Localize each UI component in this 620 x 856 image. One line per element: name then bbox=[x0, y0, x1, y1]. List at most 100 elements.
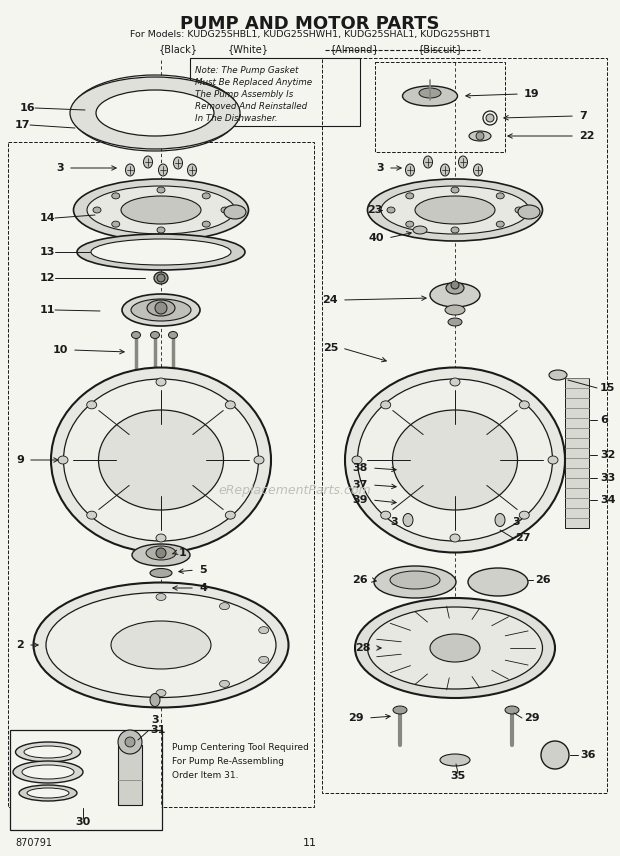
Circle shape bbox=[156, 583, 166, 593]
Ellipse shape bbox=[51, 367, 271, 552]
Text: 23: 23 bbox=[366, 205, 382, 215]
Text: 2: 2 bbox=[16, 640, 24, 650]
Ellipse shape bbox=[157, 187, 165, 193]
Ellipse shape bbox=[390, 571, 440, 589]
Ellipse shape bbox=[91, 239, 231, 265]
Ellipse shape bbox=[381, 511, 391, 519]
Bar bbox=[190, 58, 360, 126]
Ellipse shape bbox=[131, 299, 191, 321]
Ellipse shape bbox=[345, 367, 565, 552]
Text: 6: 6 bbox=[600, 415, 608, 425]
Ellipse shape bbox=[33, 582, 288, 708]
Bar bbox=[322, 58, 607, 793]
Circle shape bbox=[486, 114, 494, 122]
Circle shape bbox=[157, 274, 165, 282]
Ellipse shape bbox=[58, 456, 68, 464]
Ellipse shape bbox=[74, 179, 249, 241]
Ellipse shape bbox=[430, 634, 480, 662]
Text: For Models: KUDG25SHBL1, KUDG25SHWH1, KUDG25SHAL1, KUDG25SHBT1: For Models: KUDG25SHBL1, KUDG25SHWH1, KU… bbox=[130, 30, 490, 39]
Ellipse shape bbox=[254, 456, 264, 464]
Ellipse shape bbox=[131, 331, 141, 338]
Text: 22: 22 bbox=[579, 131, 595, 141]
Text: 31: 31 bbox=[150, 725, 166, 735]
Text: {Almond}: {Almond} bbox=[330, 44, 380, 54]
Ellipse shape bbox=[202, 221, 210, 227]
Text: Note: The Pump Gasket: Note: The Pump Gasket bbox=[195, 66, 298, 75]
Text: 40: 40 bbox=[368, 233, 384, 243]
Ellipse shape bbox=[46, 592, 276, 698]
Ellipse shape bbox=[392, 410, 518, 510]
Ellipse shape bbox=[549, 370, 567, 380]
Text: 35: 35 bbox=[450, 771, 466, 781]
Ellipse shape bbox=[169, 331, 177, 338]
Ellipse shape bbox=[451, 187, 459, 193]
Text: {Black}: {Black} bbox=[159, 44, 198, 54]
Ellipse shape bbox=[151, 331, 159, 338]
Bar bbox=[375, 62, 505, 152]
Text: 27: 27 bbox=[515, 533, 531, 543]
Circle shape bbox=[156, 548, 166, 558]
Text: 37: 37 bbox=[353, 480, 368, 490]
Ellipse shape bbox=[121, 196, 201, 224]
Text: 39: 39 bbox=[353, 495, 368, 505]
Text: Must Be Replaced Anytime: Must Be Replaced Anytime bbox=[195, 78, 312, 87]
Text: 33: 33 bbox=[600, 473, 615, 483]
Ellipse shape bbox=[157, 227, 165, 233]
Ellipse shape bbox=[122, 294, 200, 326]
Ellipse shape bbox=[368, 607, 542, 689]
Text: The Pump Assembly Is: The Pump Assembly Is bbox=[195, 90, 293, 99]
Ellipse shape bbox=[374, 566, 456, 598]
Bar bbox=[565, 378, 589, 528]
Ellipse shape bbox=[430, 283, 480, 307]
Ellipse shape bbox=[505, 706, 519, 714]
Ellipse shape bbox=[451, 227, 459, 233]
Ellipse shape bbox=[187, 164, 197, 176]
Ellipse shape bbox=[381, 401, 391, 409]
Text: 3: 3 bbox=[391, 517, 398, 527]
Ellipse shape bbox=[450, 378, 460, 386]
Text: For Pump Re-Assembling: For Pump Re-Assembling bbox=[172, 757, 284, 766]
Ellipse shape bbox=[112, 221, 120, 227]
Ellipse shape bbox=[112, 193, 120, 199]
Ellipse shape bbox=[19, 785, 77, 801]
Ellipse shape bbox=[518, 205, 540, 219]
Text: 12: 12 bbox=[40, 273, 55, 283]
Text: 34: 34 bbox=[600, 495, 616, 505]
Ellipse shape bbox=[125, 164, 135, 176]
Bar bbox=[8, 142, 314, 807]
Ellipse shape bbox=[147, 300, 175, 316]
Ellipse shape bbox=[440, 754, 470, 766]
Text: 16: 16 bbox=[19, 103, 35, 113]
Ellipse shape bbox=[400, 501, 410, 508]
Circle shape bbox=[541, 741, 569, 769]
Ellipse shape bbox=[156, 534, 166, 542]
Ellipse shape bbox=[450, 534, 460, 542]
Text: Removed And Reinstalled: Removed And Reinstalled bbox=[195, 102, 307, 111]
Ellipse shape bbox=[219, 603, 229, 609]
Text: 25: 25 bbox=[322, 343, 338, 353]
Ellipse shape bbox=[99, 410, 223, 510]
Bar bbox=[118, 745, 142, 805]
Ellipse shape bbox=[87, 511, 97, 519]
Text: 4: 4 bbox=[199, 583, 207, 593]
Circle shape bbox=[125, 737, 135, 747]
Ellipse shape bbox=[174, 157, 182, 169]
Ellipse shape bbox=[520, 401, 529, 409]
Ellipse shape bbox=[156, 689, 166, 697]
Text: Order Item 31.: Order Item 31. bbox=[172, 771, 239, 780]
Text: Pump Centering Tool Required: Pump Centering Tool Required bbox=[172, 743, 309, 752]
Ellipse shape bbox=[469, 131, 491, 141]
Text: 36: 36 bbox=[580, 750, 595, 760]
Text: 11: 11 bbox=[303, 838, 317, 848]
Ellipse shape bbox=[358, 379, 552, 541]
Ellipse shape bbox=[496, 193, 504, 199]
Text: 5: 5 bbox=[199, 565, 206, 575]
Ellipse shape bbox=[259, 657, 268, 663]
Ellipse shape bbox=[154, 272, 168, 284]
Circle shape bbox=[451, 281, 459, 289]
Text: 17: 17 bbox=[14, 120, 30, 130]
Text: 870791: 870791 bbox=[15, 838, 52, 848]
Ellipse shape bbox=[520, 511, 529, 519]
Ellipse shape bbox=[368, 179, 542, 241]
Text: 7: 7 bbox=[579, 111, 587, 121]
